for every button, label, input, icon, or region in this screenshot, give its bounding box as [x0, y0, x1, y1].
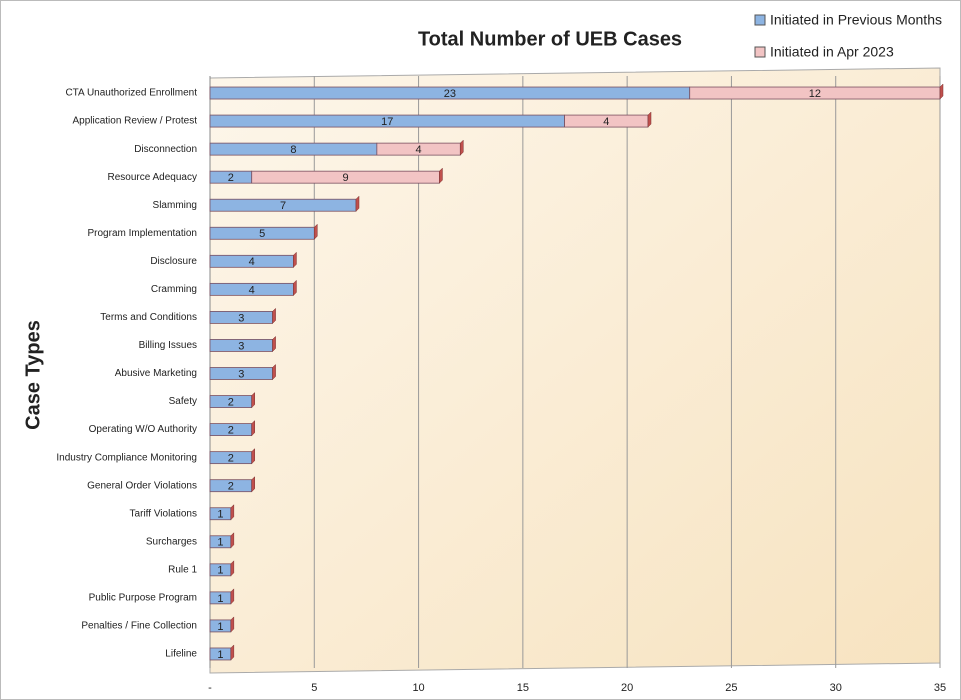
y-tick-label: Application Review / Protest	[72, 116, 197, 127]
bar-side	[293, 279, 297, 296]
data-label: 1	[217, 649, 223, 661]
y-tick-label: Billing Issues	[139, 340, 197, 351]
y-tick-label: Slamming	[153, 200, 197, 211]
y-tick-label: Program Implementation	[88, 228, 198, 239]
data-label: 9	[343, 172, 349, 184]
data-label: 23	[444, 88, 456, 100]
data-label: 3	[238, 340, 244, 352]
bar-side	[251, 419, 255, 437]
x-tick-label: -	[208, 682, 212, 694]
y-tick-label: Cramming	[151, 284, 197, 295]
data-label: 5	[259, 228, 265, 240]
y-tick-label: Disconnection	[134, 144, 197, 155]
y-tick-label: Resource Adequacy	[107, 172, 197, 183]
x-tick-label: 5	[311, 682, 317, 694]
data-label: 1	[217, 537, 223, 549]
bar-side	[230, 504, 235, 521]
x-tick-label: 35	[934, 682, 946, 694]
bar-side	[439, 167, 443, 184]
bar-side	[647, 111, 652, 128]
y-tick-label: Tariff Violations	[130, 508, 197, 519]
data-label: 12	[809, 88, 821, 100]
data-label: 2	[228, 481, 234, 493]
bar-side	[460, 139, 464, 156]
data-label: 4	[249, 256, 255, 268]
data-label: 7	[280, 200, 286, 212]
data-label: 3	[238, 368, 244, 380]
x-tick-label: 30	[830, 682, 842, 694]
y-tick-label: Terms and Conditions	[100, 312, 197, 323]
y-tick-label: Abusive Marketing	[115, 368, 197, 379]
data-label: 1	[217, 509, 223, 521]
bar-side	[939, 83, 944, 100]
data-label: 8	[290, 144, 296, 156]
bar-side	[272, 363, 276, 381]
x-tick-label: 15	[517, 682, 529, 694]
y-tick-label: Lifeline	[165, 649, 197, 660]
bar-side	[251, 448, 255, 465]
y-tick-label: CTA Unauthorized Enrollment	[65, 88, 197, 99]
chart-title: Total Number of UEB Cases	[418, 28, 682, 50]
y-tick-label: Public Purpose Program	[89, 593, 197, 604]
bar-side	[272, 307, 276, 325]
data-label: 1	[217, 565, 223, 577]
data-label: 2	[228, 172, 234, 184]
y-tick-label: General Order Violations	[87, 480, 197, 491]
bar-side	[230, 588, 235, 605]
y-tick-label: Industry Compliance Monitoring	[56, 452, 197, 463]
legend-swatch	[754, 14, 766, 26]
data-label: 4	[603, 116, 609, 128]
y-tick-label: Disclosure	[150, 256, 197, 267]
bar-side	[251, 391, 255, 409]
y-tick-label: Penalties / Fine Collection	[81, 621, 197, 632]
x-tick-label: 20	[621, 682, 633, 694]
legend-label: Initiated in Previous Months	[770, 12, 942, 28]
legend-swatch	[754, 46, 766, 58]
y-tick-label: Surcharges	[146, 536, 197, 547]
data-label: 2	[228, 396, 234, 408]
bar-side	[314, 223, 318, 240]
data-label: 17	[381, 116, 393, 128]
data-label: 4	[249, 284, 255, 296]
x-tick-label: 10	[412, 682, 424, 694]
data-label: 2	[228, 425, 234, 437]
plot-area	[209, 67, 941, 674]
x-tick-label: 25	[725, 682, 737, 694]
bar-side	[251, 476, 255, 493]
bar-side	[293, 251, 297, 268]
bar-side	[230, 644, 235, 661]
bar-side	[230, 532, 235, 549]
bar-side	[230, 560, 235, 577]
legend-label: Initiated in Apr 2023	[770, 44, 894, 60]
data-label: 2	[228, 453, 234, 465]
bar-side	[230, 616, 235, 633]
y-tick-label: Rule 1	[168, 564, 197, 575]
data-label: 1	[217, 593, 223, 605]
data-label: 1	[217, 621, 223, 633]
y-tick-label: Operating W/O Authority	[89, 424, 197, 435]
bar-side	[272, 335, 276, 353]
y-axis-title: Case Types	[22, 320, 44, 430]
y-tick-label: Safety	[169, 396, 197, 407]
data-label: 3	[238, 312, 244, 324]
data-label: 4	[416, 144, 422, 156]
bar-side	[355, 195, 360, 212]
